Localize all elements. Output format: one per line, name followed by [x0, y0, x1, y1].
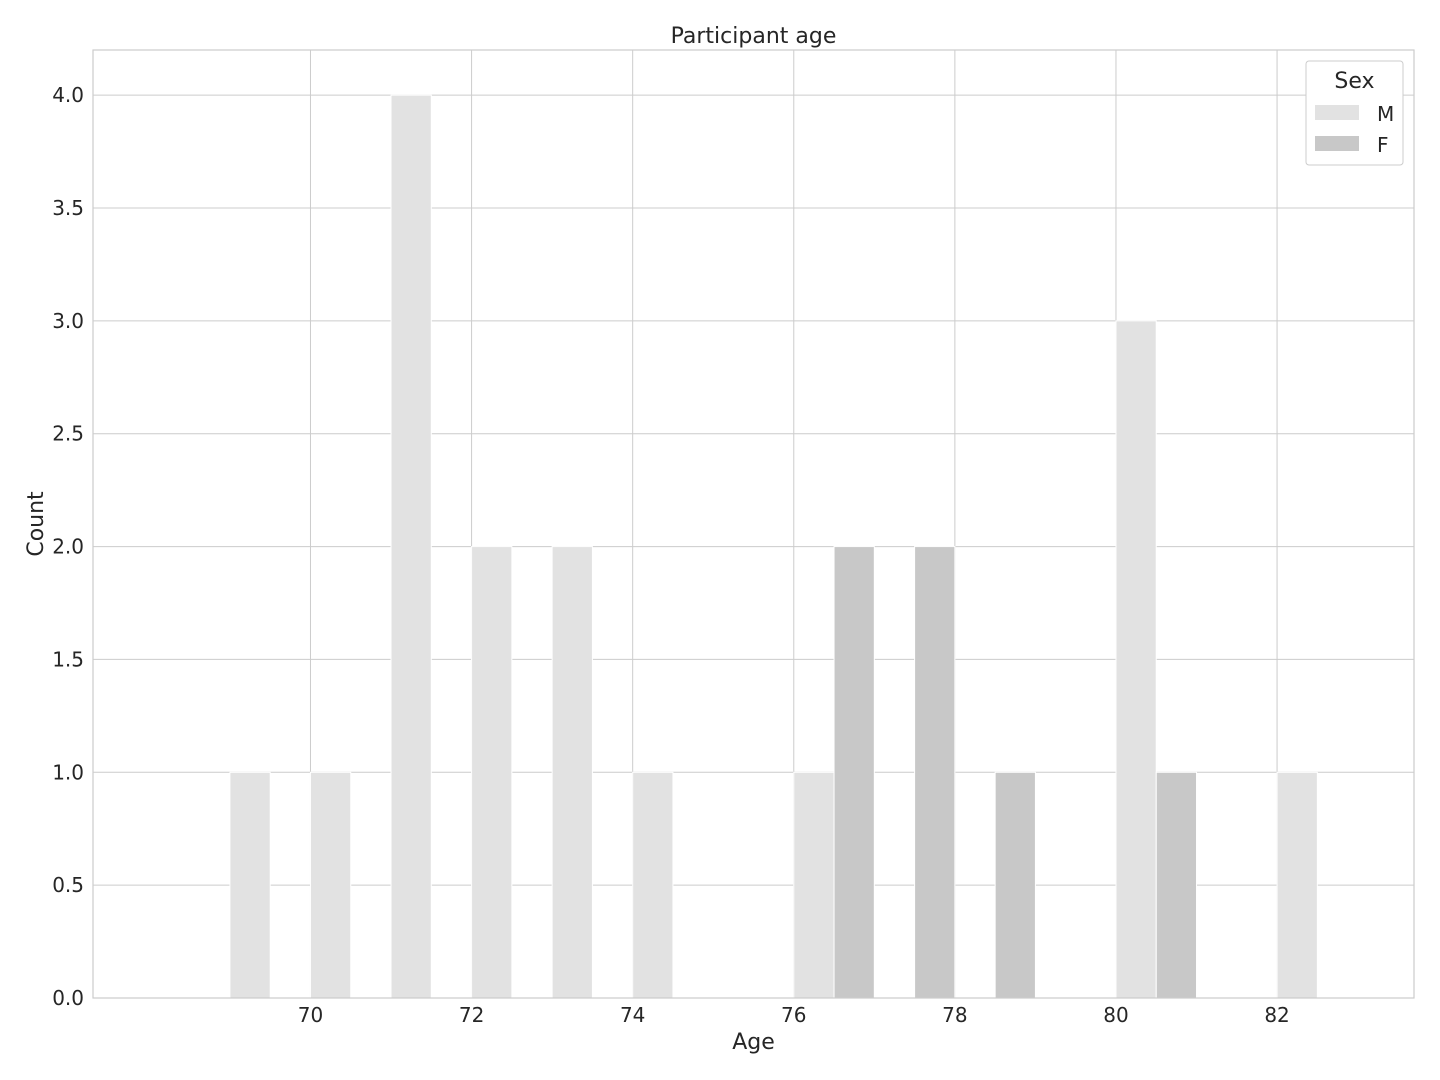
x-axis-label: Age — [732, 1030, 775, 1055]
legend-label-m: M — [1377, 102, 1394, 126]
y-tick-label: 4.0 — [52, 83, 84, 107]
y-tick-label: 2.0 — [52, 535, 84, 559]
y-tick-label: 2.5 — [52, 422, 84, 446]
y-tick-label: 3.5 — [52, 196, 84, 220]
x-tick-label: 74 — [620, 1003, 645, 1027]
bar-f — [914, 546, 956, 999]
bars — [229, 94, 1318, 999]
x-tick-label: 76 — [781, 1003, 806, 1027]
chart-title: Participant age — [671, 24, 837, 49]
bar-m — [793, 771, 835, 999]
legend-items: MF — [1315, 102, 1394, 157]
y-tick-label: 1.5 — [52, 647, 84, 671]
x-tick-label: 72 — [459, 1003, 484, 1027]
bar-m — [309, 771, 352, 999]
bar-m — [1115, 320, 1157, 999]
legend-swatch-m — [1315, 105, 1359, 120]
grid-lines — [93, 50, 1414, 999]
legend-label-f: F — [1377, 133, 1389, 157]
legend: Sex MF — [1305, 60, 1404, 166]
bar-m — [390, 94, 432, 999]
y-tick-label: 0.5 — [52, 873, 84, 897]
y-axis-label: Count — [24, 491, 49, 557]
bar-m — [229, 771, 271, 999]
bar-m — [551, 546, 593, 999]
x-tick-label: 70 — [298, 1003, 323, 1027]
x-tick-label: 82 — [1264, 1003, 1289, 1027]
legend-title: Sex — [1334, 69, 1374, 94]
x-tick-label: 80 — [1103, 1003, 1128, 1027]
y-tick-label: 3.0 — [52, 309, 84, 333]
bar-m — [471, 546, 513, 999]
y-tick-label: 0.0 — [52, 986, 84, 1010]
bar-m — [1276, 771, 1318, 999]
bar-f — [833, 546, 875, 999]
plot-frame — [92, 49, 1415, 999]
bar-f — [994, 771, 1036, 999]
bar-m — [632, 771, 674, 999]
tick-labels: 0.0 0.5 1.0 1.5 2.0 2.5 3.0 3.5 4.0 70 72 74 76 78 80 8… — [52, 83, 1290, 1027]
legend-swatch-f — [1315, 136, 1359, 151]
bar-f — [1155, 771, 1198, 999]
x-tick-label: 78 — [942, 1003, 967, 1027]
y-tick-label: 1.0 — [52, 760, 84, 784]
